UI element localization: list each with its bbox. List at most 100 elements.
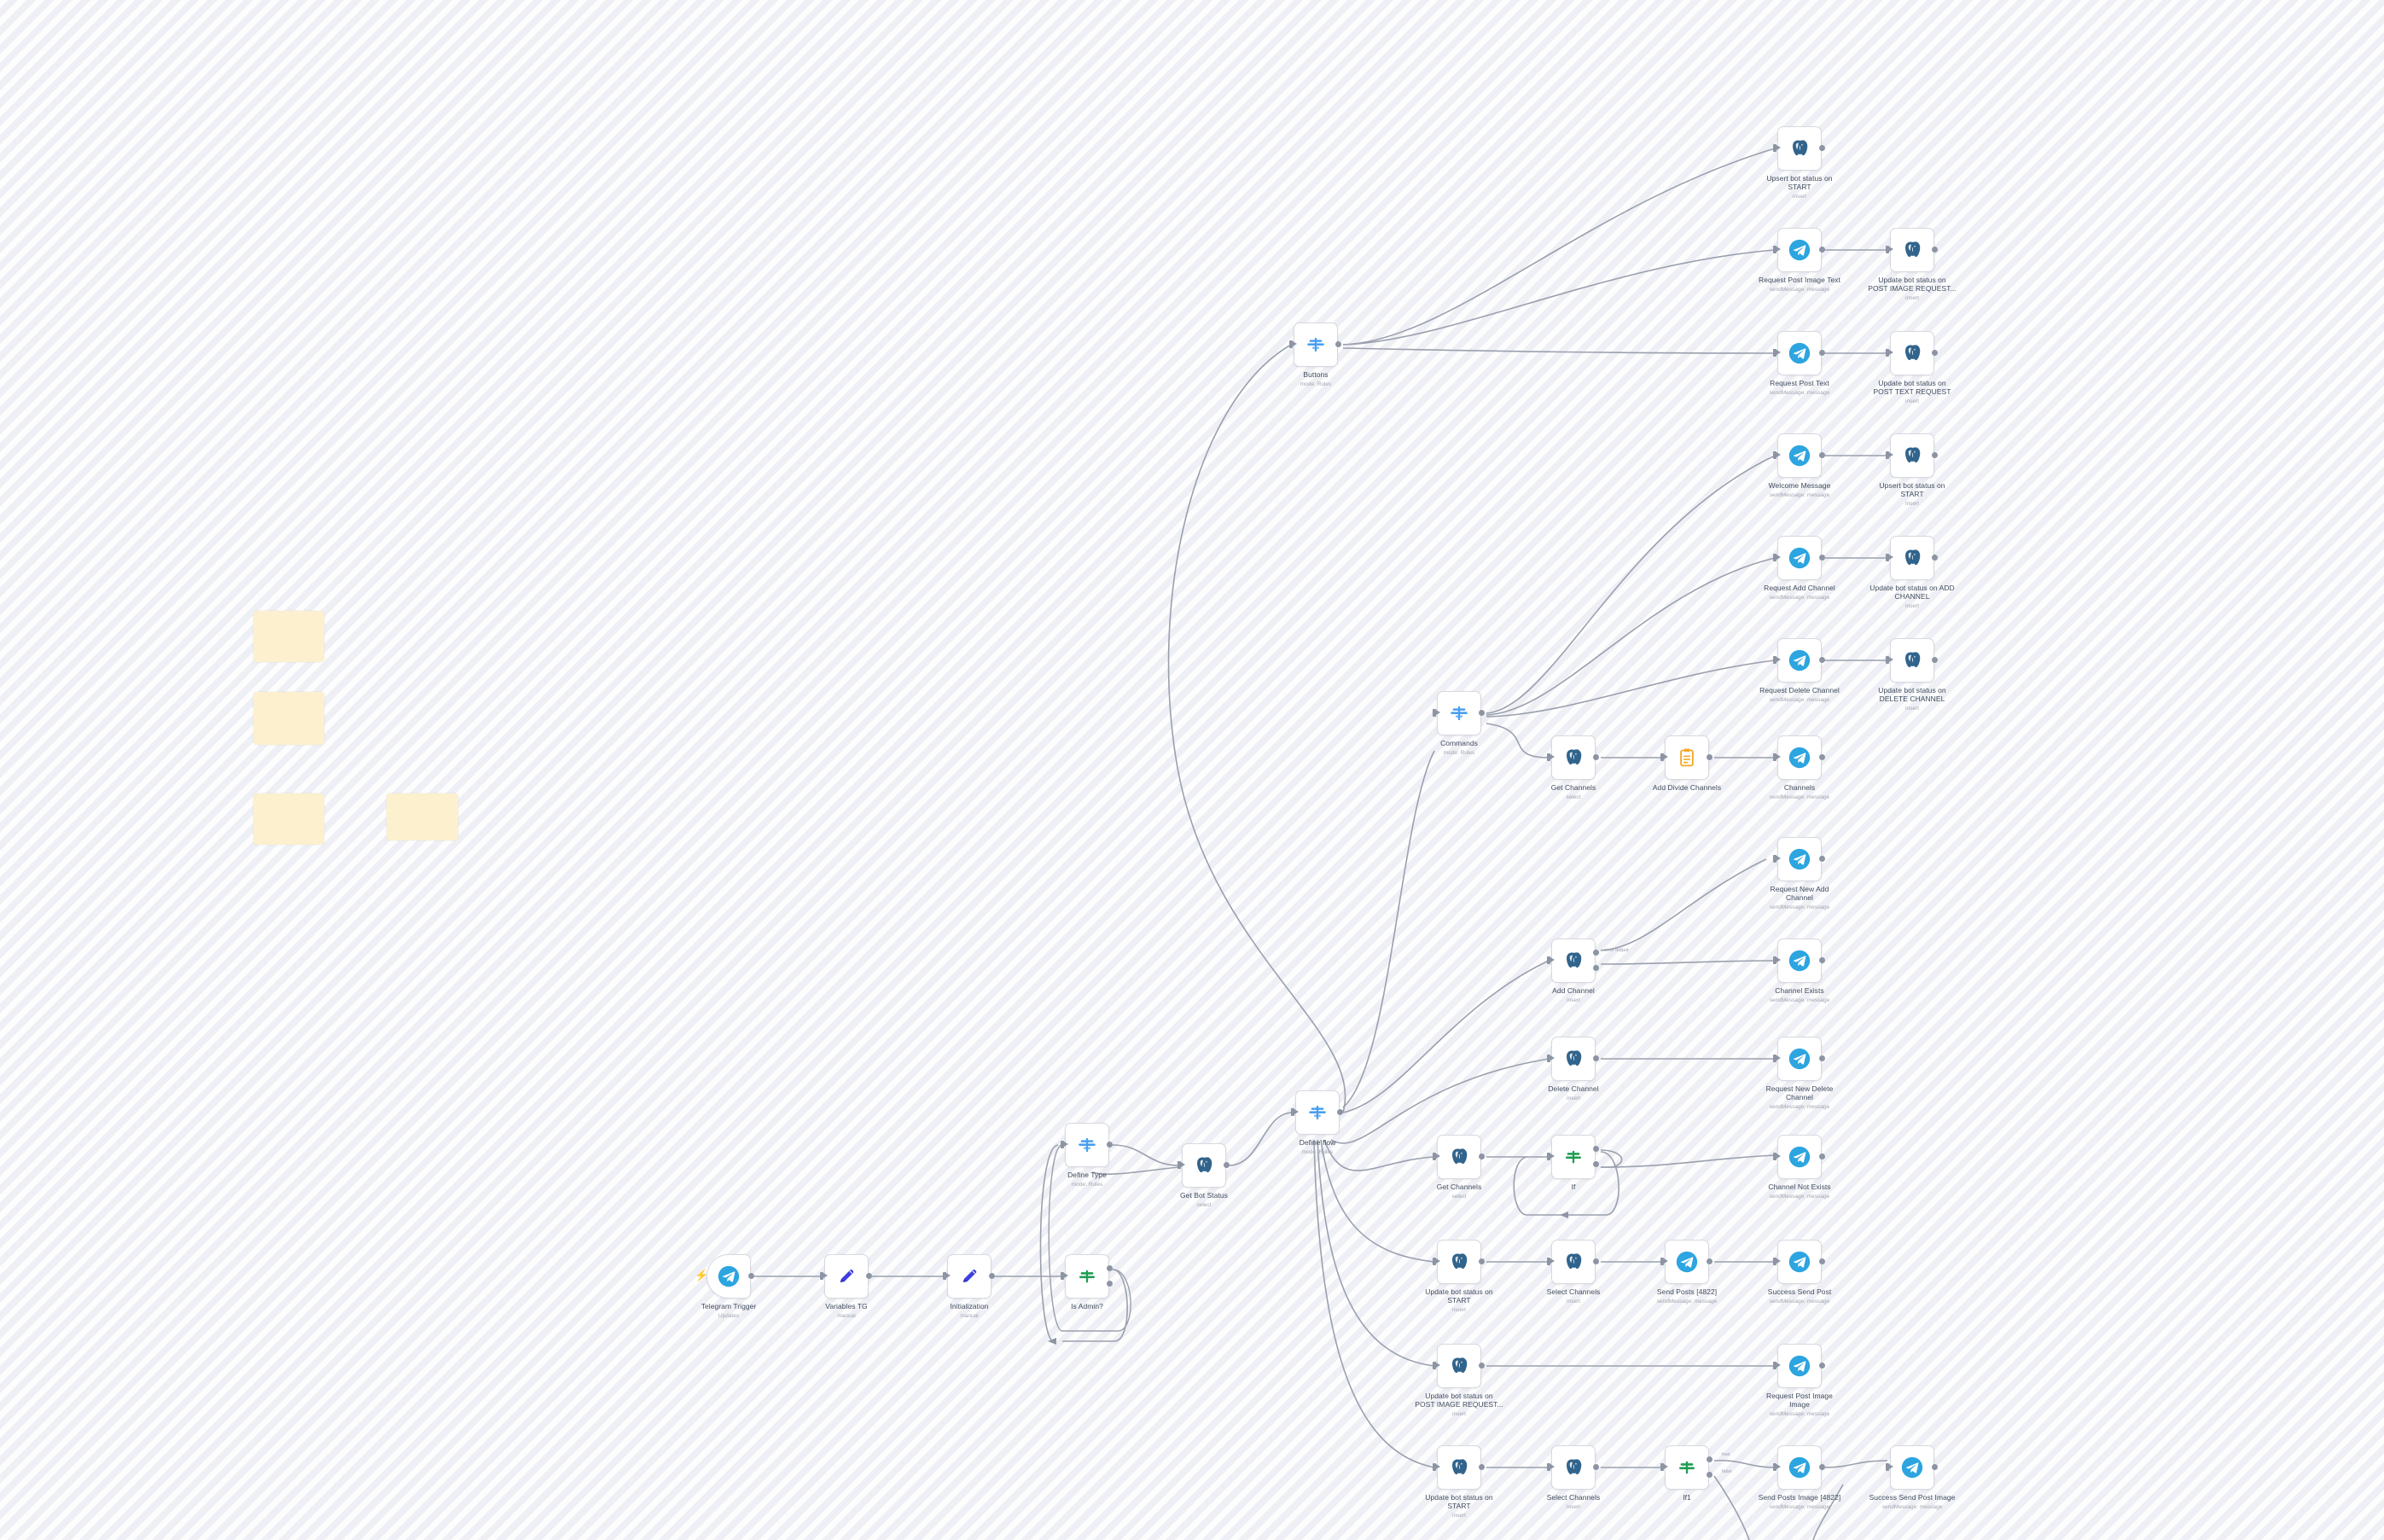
node-channel-exists[interactable]: Channel Exists sendMessage: message [1770, 939, 1829, 1003]
output-endpoint-success-send-post-0[interactable] [1819, 1258, 1825, 1264]
output-endpoint-variables-tg-0[interactable] [866, 1273, 872, 1279]
node-add-channel[interactable]: Add Channel insert [1547, 939, 1599, 1003]
node-box-add-divide-channels[interactable] [1665, 735, 1709, 780]
input-endpoint-update-bot-status-post-image-request-top[interactable] [1886, 246, 1893, 253]
output-endpoint-update-bot-status-post-image-request-top-0[interactable] [1932, 247, 1938, 253]
node-send-posts-4822[interactable]: Send Posts [4822] sendMessage: message [1657, 1240, 1717, 1305]
output-endpoint-upsert-bot-status-start-top-0[interactable] [1819, 145, 1825, 151]
input-endpoint-channel-exists[interactable] [1773, 956, 1781, 964]
input-endpoint-if-1[interactable] [1547, 1153, 1555, 1160]
node-box-request-new-delete-channel[interactable] [1777, 1037, 1822, 1081]
node-update-bot-status-start-2b[interactable]: Update bot status on START insert [1425, 1445, 1493, 1519]
sticky-note-1[interactable] [253, 611, 324, 662]
node-box-define-flow[interactable] [1295, 1090, 1340, 1135]
node-update-bot-status-post-image-request-top[interactable]: Update bot status on POST IMAGE REQUEST.… [1868, 228, 1957, 301]
node-define-type[interactable]: Define Type mode: Rules [1061, 1123, 1113, 1188]
input-endpoint-delete-channel[interactable] [1547, 1055, 1555, 1062]
node-success-send-post-image[interactable]: Success Send Post Image sendMessage: mess… [1869, 1445, 1955, 1510]
node-delete-channel[interactable]: Delete Channel insert [1547, 1037, 1599, 1101]
input-endpoint-variables-tg[interactable] [820, 1272, 828, 1280]
input-endpoint-send-posts-4822[interactable] [1660, 1258, 1668, 1265]
node-variables-tg[interactable]: Variables TG manual [820, 1254, 872, 1319]
node-upsert-bot-status-start-2[interactable]: Upsert bot status on START insert [1879, 433, 1945, 507]
output-endpoint-request-delete-channel-0[interactable] [1819, 657, 1825, 663]
input-endpoint-request-post-image-image[interactable] [1773, 1362, 1781, 1369]
input-endpoint-update-bot-status-post-image-request-2[interactable] [1433, 1362, 1440, 1369]
node-box-delete-channel[interactable] [1551, 1037, 1596, 1081]
output-endpoint-define-flow-0[interactable] [1337, 1109, 1343, 1115]
output-endpoint-commands-0[interactable] [1479, 710, 1485, 716]
node-box-update-bot-status-add-channel[interactable] [1890, 536, 1934, 580]
node-box-request-delete-channel[interactable] [1777, 638, 1822, 683]
node-box-channel-exists[interactable] [1777, 939, 1822, 983]
node-channels[interactable]: Channels sendMessage: message [1770, 735, 1829, 800]
node-welcome-message[interactable]: Welcome Message sendMessage: message [1769, 433, 1830, 498]
input-endpoint-get-bot-status[interactable] [1177, 1161, 1185, 1169]
input-endpoint-if-2[interactable] [1660, 1463, 1668, 1471]
node-channel-not-exists[interactable]: Channel Not Exists sendMessage: message [1768, 1135, 1831, 1200]
output-endpoint-define-type-0[interactable] [1107, 1142, 1113, 1148]
node-get-channels-cmd[interactable]: Get Channels select [1547, 735, 1599, 800]
node-box-success-send-post[interactable] [1777, 1240, 1822, 1284]
node-select-channels-2[interactable]: Select Channels insert [1547, 1445, 1600, 1510]
output-endpoint-add-channel-0[interactable] [1593, 950, 1599, 956]
output-endpoint-request-add-channel-0[interactable] [1819, 555, 1825, 561]
input-endpoint-buttons[interactable] [1289, 340, 1297, 348]
node-box-get-channels-cmd[interactable] [1551, 735, 1596, 780]
node-box-select-channels-1[interactable] [1551, 1240, 1596, 1284]
input-endpoint-channels[interactable] [1773, 753, 1781, 761]
output-endpoint-update-bot-status-delete-channel-0[interactable] [1932, 657, 1938, 663]
output-endpoint-update-bot-status-post-text-request-0[interactable] [1932, 350, 1938, 356]
node-box-update-bot-status-post-image-request-2[interactable] [1437, 1344, 1481, 1388]
node-box-update-bot-status-post-text-request[interactable] [1890, 331, 1934, 375]
output-endpoint-request-post-image-text-0[interactable] [1819, 247, 1825, 253]
node-box-request-post-image-image[interactable] [1777, 1344, 1822, 1388]
input-endpoint-define-type[interactable] [1061, 1141, 1068, 1148]
node-get-channels-if[interactable]: Get Channels select [1433, 1135, 1485, 1200]
node-box-upsert-bot-status-start-top[interactable] [1777, 126, 1822, 171]
output-endpoint-is-admin-1[interactable] [1107, 1281, 1113, 1287]
node-telegram-trigger[interactable]: ⚡ Telegram Trigger Updates [695, 1254, 756, 1319]
output-endpoint-if-2-0[interactable] [1707, 1456, 1712, 1462]
output-endpoint-welcome-message-0[interactable] [1819, 452, 1825, 458]
output-endpoint-get-bot-status-0[interactable] [1224, 1162, 1230, 1168]
input-endpoint-upsert-bot-status-start-top[interactable] [1773, 144, 1781, 152]
node-request-new-delete-channel[interactable]: Request New Delete Channel sendMessage: m… [1766, 1037, 1833, 1110]
sticky-note-4[interactable] [387, 793, 458, 840]
input-endpoint-request-new-delete-channel[interactable] [1773, 1055, 1781, 1062]
node-update-bot-status-post-image-request-2[interactable]: Update bot status on POST IMAGE REQUEST.… [1415, 1344, 1503, 1417]
input-endpoint-update-bot-status-start-2b[interactable] [1433, 1463, 1440, 1471]
output-endpoint-request-post-text-0[interactable] [1819, 350, 1825, 356]
node-box-buttons[interactable] [1294, 323, 1338, 367]
input-endpoint-select-channels-2[interactable] [1547, 1463, 1555, 1471]
output-endpoint-update-bot-status-add-channel-0[interactable] [1932, 555, 1938, 561]
output-endpoint-update-bot-status-post-image-request-2-0[interactable] [1479, 1363, 1485, 1369]
input-endpoint-request-post-image-text[interactable] [1773, 246, 1781, 253]
input-endpoint-request-add-channel[interactable] [1773, 554, 1781, 561]
output-endpoint-add-channel-1[interactable] [1593, 965, 1599, 971]
input-endpoint-is-admin[interactable] [1061, 1272, 1068, 1280]
output-endpoint-initialization-0[interactable] [989, 1273, 995, 1279]
output-endpoint-send-posts-image-4822-0[interactable] [1819, 1464, 1825, 1470]
input-endpoint-commands[interactable] [1433, 709, 1440, 717]
output-endpoint-request-new-delete-channel-0[interactable] [1819, 1055, 1825, 1061]
node-update-bot-status-start-1[interactable]: Update bot status on START insert [1425, 1240, 1493, 1313]
node-box-channel-not-exists[interactable] [1777, 1135, 1822, 1179]
output-endpoint-request-new-add-channel-0[interactable] [1819, 856, 1825, 862]
node-request-add-channel[interactable]: Request Add Channel sendMessage: message [1764, 536, 1835, 601]
input-endpoint-channel-not-exists[interactable] [1773, 1153, 1781, 1160]
node-if-2[interactable]: If1 [1660, 1445, 1712, 1502]
node-box-update-bot-status-start-2b[interactable] [1437, 1445, 1481, 1490]
node-update-bot-status-delete-channel[interactable]: Update bot status on DELETE CHANNEL inser… [1878, 638, 1946, 712]
node-get-bot-status[interactable]: Get Bot Status select [1177, 1143, 1230, 1208]
input-endpoint-add-channel[interactable] [1547, 956, 1555, 964]
input-endpoint-welcome-message[interactable] [1773, 451, 1781, 459]
output-endpoint-add-divide-channels-0[interactable] [1707, 754, 1712, 760]
input-endpoint-define-flow[interactable] [1291, 1108, 1299, 1116]
output-endpoint-if-1-1[interactable] [1593, 1161, 1599, 1167]
node-box-if-2[interactable] [1665, 1445, 1709, 1490]
node-if-1[interactable]: If [1547, 1135, 1599, 1191]
node-initialization[interactable]: Initialization manual [943, 1254, 995, 1319]
node-box-variables-tg[interactable] [824, 1254, 869, 1299]
